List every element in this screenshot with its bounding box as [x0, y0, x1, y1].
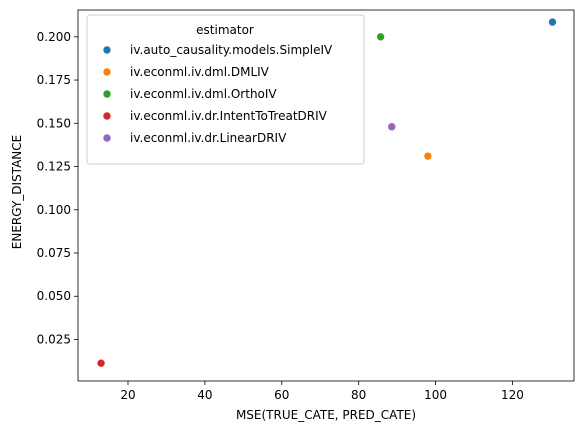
- data-point: [96, 358, 106, 368]
- legend-marker: [102, 45, 112, 55]
- legend-marker: [102, 111, 112, 121]
- y-tick-label: 0.050: [37, 289, 71, 303]
- x-tick-label: 80: [351, 388, 366, 402]
- y-axis: 0.025 0.050 0.075 0.100 0.125 0.150 0.175 0.200: [37, 30, 78, 346]
- x-tick-label: 20: [120, 388, 135, 402]
- y-axis-label: ENERGY_DISTANCE: [10, 135, 24, 249]
- y-tick-label: 0.150: [37, 116, 71, 130]
- data-point: [548, 17, 557, 27]
- legend-frame: [86, 14, 365, 165]
- x-tick-label: 60: [274, 388, 289, 402]
- x-axis-label: MSE(TRUE_CATE, PRED_CATE): [236, 408, 416, 422]
- legend-marker: [102, 89, 112, 99]
- data-point: [423, 151, 433, 161]
- y-tick-label: 0.075: [37, 246, 71, 260]
- x-tick-label: 40: [197, 388, 212, 402]
- legend-marker: [102, 133, 112, 143]
- x-tick-label: 120: [501, 388, 524, 402]
- legend-title: estimator: [196, 23, 254, 37]
- legend-entry-label: iv.econml.iv.dml.OrthoIV: [130, 87, 277, 101]
- y-tick-label: 0.025: [37, 332, 71, 346]
- legend-marker: [102, 67, 112, 77]
- legend-entry-label: iv.econml.iv.dml.DMLIV: [130, 65, 270, 79]
- y-tick-label: 0.175: [37, 73, 71, 87]
- data-point: [376, 32, 385, 42]
- legend: estimator iv.auto_causality.models.Simpl…: [86, 14, 365, 165]
- legend-entry-label: iv.econml.iv.dr.IntentToTreatDRIV: [130, 109, 328, 123]
- legend-entry-label: iv.econml.iv.dr.LinearDRIV: [130, 131, 287, 145]
- legend-entry-label: iv.auto_causality.models.SimpleIV: [130, 43, 333, 57]
- y-tick-label: 0.100: [37, 203, 71, 217]
- plot-frame: [77, 9, 575, 382]
- y-tick-label: 0.200: [37, 30, 71, 44]
- y-tick-label: 0.125: [37, 160, 71, 174]
- data-point: [387, 122, 397, 132]
- plot-area: [77, 9, 575, 382]
- x-axis: 20 40 60 80 100 120: [120, 381, 524, 402]
- data-points: [96, 17, 557, 368]
- legend-items: iv.auto_causality.models.SimpleIV iv.econ…: [102, 43, 333, 145]
- x-tick-label: 100: [424, 388, 447, 402]
